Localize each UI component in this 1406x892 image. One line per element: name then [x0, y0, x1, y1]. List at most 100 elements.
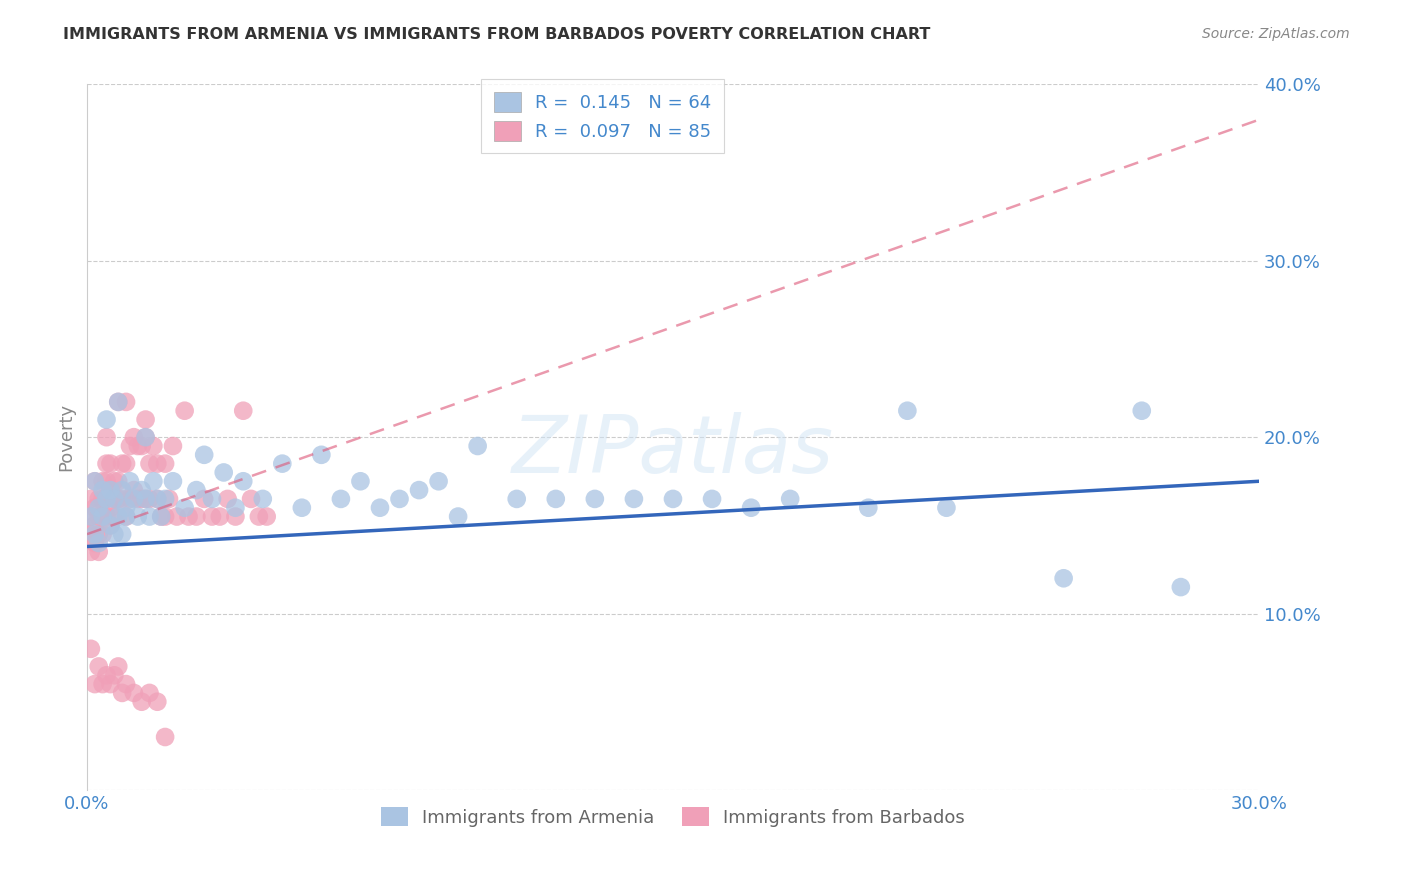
Point [83, 536, 105, 550]
Point [193, 491, 215, 506]
Point [135, 430, 157, 444]
Point [166, 509, 188, 524]
Point [623, 491, 645, 506]
Point [111, 686, 134, 700]
Point [83, 677, 105, 691]
Point [80, 509, 103, 524]
Point [232, 475, 254, 489]
Text: ZIPatlas: ZIPatlas [512, 412, 834, 491]
Point [131, 483, 153, 497]
Point [100, 677, 122, 691]
Point [80, 491, 103, 506]
Point [368, 500, 391, 515]
Point [186, 509, 208, 524]
Point [100, 518, 122, 533]
Point [91, 491, 114, 506]
Point [208, 509, 231, 524]
Point [162, 475, 184, 489]
Point [700, 491, 723, 506]
Point [142, 475, 165, 489]
Point [153, 457, 176, 471]
Point [1130, 403, 1153, 417]
Point [107, 395, 129, 409]
Point [115, 395, 138, 409]
Point [111, 457, 134, 471]
Point [1170, 580, 1192, 594]
Point [329, 491, 352, 506]
Point [96, 491, 118, 506]
Point [146, 457, 169, 471]
Point [240, 491, 263, 506]
Point [103, 475, 125, 489]
Point [224, 500, 246, 515]
Point [100, 457, 122, 471]
Point [103, 491, 125, 506]
Point [349, 475, 371, 489]
Point [122, 686, 145, 700]
Point [131, 695, 153, 709]
Point [83, 500, 105, 515]
Point [100, 500, 122, 515]
Point [1052, 571, 1074, 585]
Point [311, 448, 333, 462]
Point [740, 500, 762, 515]
Point [107, 475, 129, 489]
Point [80, 545, 103, 559]
Point [91, 527, 114, 541]
Point [127, 509, 149, 524]
Point [135, 491, 157, 506]
Point [138, 509, 160, 524]
Point [662, 491, 685, 506]
Point [83, 475, 105, 489]
Point [146, 491, 169, 506]
Point [212, 466, 235, 480]
Point [135, 430, 157, 444]
Point [111, 527, 134, 541]
Point [506, 491, 529, 506]
Point [118, 491, 141, 506]
Point [146, 695, 169, 709]
Point [146, 491, 169, 506]
Point [115, 457, 138, 471]
Point [217, 491, 239, 506]
Point [408, 483, 430, 497]
Point [91, 509, 114, 524]
Point [111, 483, 134, 497]
Point [103, 668, 125, 682]
Point [291, 500, 314, 515]
Point [122, 483, 145, 497]
Point [122, 430, 145, 444]
Point [131, 439, 153, 453]
Point [135, 491, 157, 506]
Text: IMMIGRANTS FROM ARMENIA VS IMMIGRANTS FROM BARBADOS POVERTY CORRELATION CHART: IMMIGRANTS FROM ARMENIA VS IMMIGRANTS FR… [63, 27, 931, 42]
Point [131, 491, 153, 506]
Point [96, 457, 118, 471]
Legend: Immigrants from Armenia, Immigrants from Barbados: Immigrants from Armenia, Immigrants from… [374, 800, 973, 834]
Point [87, 527, 110, 541]
Point [115, 509, 138, 524]
Point [252, 491, 274, 506]
Y-axis label: Poverty: Poverty [58, 403, 75, 471]
Point [447, 509, 470, 524]
Point [91, 483, 114, 497]
Point [779, 491, 801, 506]
Point [80, 641, 103, 656]
Point [111, 491, 134, 506]
Point [118, 439, 141, 453]
Point [83, 518, 105, 533]
Point [103, 527, 125, 541]
Point [107, 395, 129, 409]
Point [91, 475, 114, 489]
Point [83, 475, 105, 489]
Point [467, 439, 489, 453]
Point [115, 509, 138, 524]
Point [896, 403, 918, 417]
Point [87, 491, 110, 506]
Point [107, 509, 129, 524]
Point [935, 500, 957, 515]
Point [201, 509, 224, 524]
Point [150, 509, 173, 524]
Point [96, 430, 118, 444]
Point [83, 527, 105, 541]
Point [107, 491, 129, 506]
